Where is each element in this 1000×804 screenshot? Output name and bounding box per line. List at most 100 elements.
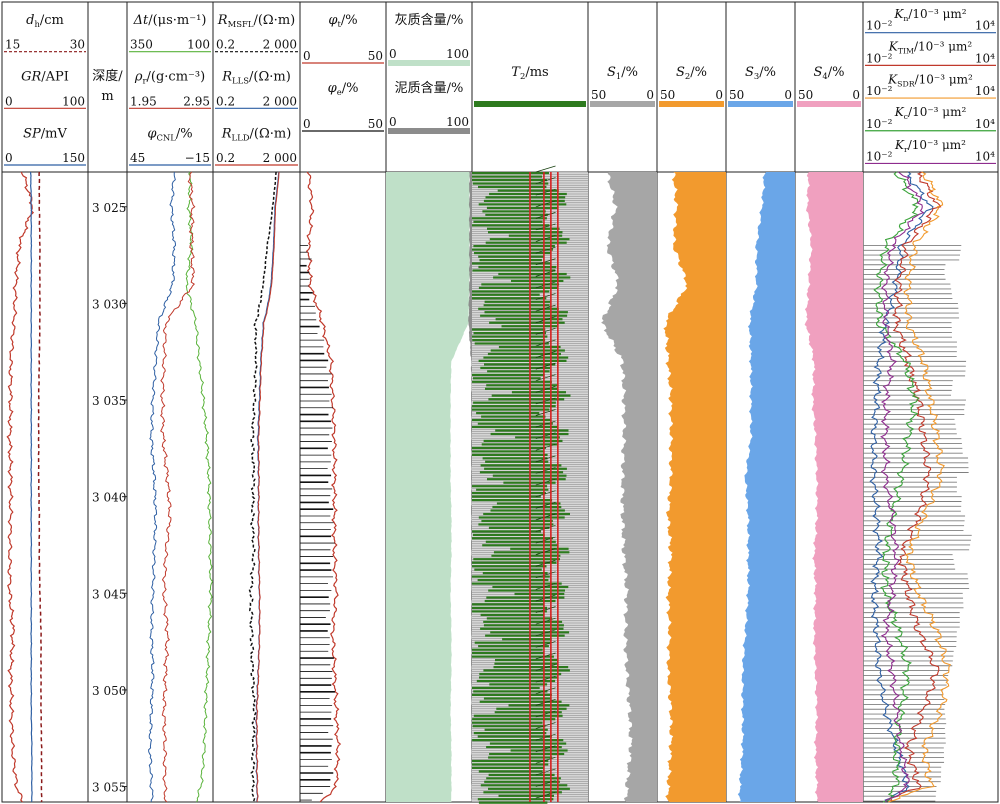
header-min-t2: 45 (130, 151, 145, 165)
t2-spectrum-band (472, 182, 549, 185)
header-max-t4: 50 (368, 117, 383, 131)
t2-spectrum-band (487, 352, 561, 356)
t2-spectrum-band (473, 245, 555, 248)
t2-spectrum-band (476, 679, 556, 683)
header-min-t2: 350 (130, 38, 153, 52)
t2-spectrum-band (488, 526, 550, 529)
t2-spectrum-band (472, 492, 546, 495)
t2-spectrum-band (496, 502, 561, 505)
t2-tail (535, 768, 556, 776)
header-label-t3: RLLS/(Ω·m) (221, 70, 291, 86)
t2-spectrum-band (472, 686, 540, 689)
header-label-t2: φCNL/% (147, 126, 192, 142)
t2-spectrum-band (511, 279, 564, 282)
depth-tick-label: 3 035 (92, 394, 126, 408)
depth-unit: m (101, 89, 113, 104)
header-max-t4: 50 (368, 49, 383, 63)
header-max-t5: 100 (446, 47, 469, 61)
t2-spectrum-band (472, 530, 541, 533)
t2-spectrum-band (484, 780, 560, 783)
t2-spectrum-band (473, 377, 541, 380)
t2-spectrum-band (472, 262, 552, 265)
t2-spectrum-band (473, 533, 545, 536)
t2-spectrum-band (502, 638, 552, 641)
header-max-t3: 2 000 (263, 151, 297, 165)
curves-layer (6, 165, 972, 804)
t2-spectrum-band (485, 540, 556, 543)
t2-spectrum-band (477, 579, 549, 582)
depth-tick-label: 3 055 (92, 781, 126, 795)
t2-spectrum-band (472, 419, 552, 422)
header-label-t1: GR/API (21, 70, 69, 85)
t2-spectrum-band (484, 300, 551, 303)
t2-tail (535, 385, 556, 393)
t2-spectrum-band (478, 516, 565, 519)
t2-tail (535, 687, 556, 695)
t2-spectrum-band (481, 443, 558, 446)
t2-tail (535, 374, 556, 382)
track-headers: dh/cm 15 30 GR/API 0 100 SP/mV 0 150 Δt/(μs·m⁻¹) 3… (4, 7, 996, 166)
depth-track: 深度/m 3 025 3 030 3 035 3 040 3 045 3 050 3 055 (92, 68, 127, 795)
t2-spectrum-band (482, 210, 546, 213)
t2-tail (535, 617, 556, 625)
t2-spectrum-band (474, 252, 551, 255)
header-min-t11: 10⁻² (866, 19, 893, 33)
t2-spectrum-band (479, 700, 562, 703)
t2-tail (535, 675, 556, 683)
curve-ktim (888, 171, 942, 803)
t2-spectrum-band (481, 519, 553, 523)
t2-spectrum-band (472, 408, 550, 411)
curve-dt (185, 171, 214, 803)
t2-spectrum-band (483, 199, 565, 202)
header-label-t3: RMSFL/(Ω·m) (217, 13, 295, 29)
t2-spectrum-band (472, 648, 543, 651)
header-min-t8: 50 (660, 88, 675, 102)
header-max-t10: 0 (852, 88, 860, 102)
t2-spectrum-band (472, 725, 546, 728)
t2-tail (535, 652, 556, 660)
t2-spectrum-band (473, 401, 556, 404)
t2-spectrum-band (472, 721, 543, 724)
t2-tail (535, 757, 556, 764)
t2-spectrum-band (495, 318, 563, 321)
t2-spectrum-band (483, 304, 550, 307)
header-max-t2: 100 (187, 38, 210, 52)
depth-tick-label: 3 045 (92, 587, 126, 601)
curve-gr (6, 171, 35, 803)
t2-spectrum-band (472, 693, 552, 696)
t2-tail (535, 235, 556, 242)
t2-spectrum-band (480, 784, 568, 787)
header-min-t1: 0 (5, 94, 13, 108)
t2-spectrum-band (472, 172, 549, 175)
t2-spectrum-band (476, 488, 549, 491)
t2-tail (535, 745, 556, 753)
t2-tail (535, 664, 556, 671)
header-label-t1: dh/cm (26, 13, 64, 29)
area-s4 (804, 172, 863, 802)
t2-tail (535, 258, 556, 266)
t2-spectrum-band (472, 453, 548, 456)
t2-spectrum-band (486, 596, 565, 599)
t2-spectrum-band (487, 370, 550, 373)
depth-tick-label: 3 050 (92, 684, 126, 698)
curve-sp (29, 171, 33, 803)
header-label-t5: 泥质含量/% (395, 80, 464, 96)
header-max-t2: 2.95 (183, 94, 210, 108)
t2-spectrum-band (487, 227, 560, 230)
t2-tail (535, 212, 556, 219)
t2-spectrum-band (485, 196, 566, 199)
t2-spectrum-band (493, 666, 569, 669)
t2-spectrum-band (491, 394, 571, 397)
t2-spectrum-band (486, 746, 562, 749)
t2-tail (535, 362, 556, 370)
t2-spectrum-band (478, 255, 544, 258)
t2-tail (535, 501, 556, 509)
curve-rhob (160, 171, 196, 803)
t2-spectrum-band (484, 467, 567, 470)
t2-tail (535, 397, 556, 405)
t2-spectrum-band (485, 241, 567, 244)
t2-spectrum-band (478, 645, 549, 648)
t2-spectrum-band (498, 794, 554, 797)
t2-tail (535, 710, 556, 718)
t2-spectrum-band (488, 589, 565, 592)
